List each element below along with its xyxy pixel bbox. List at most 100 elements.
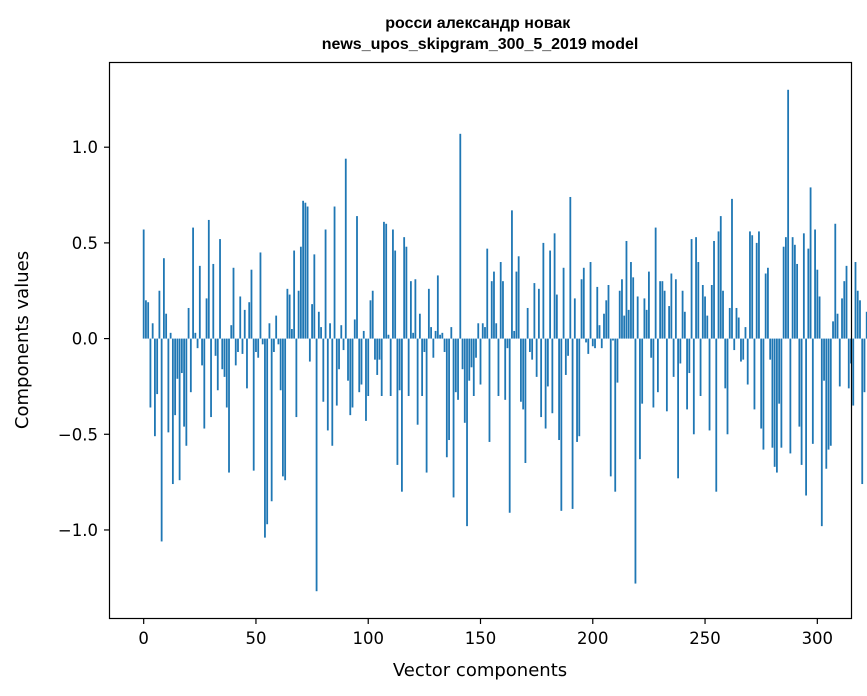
bar (520, 338, 522, 402)
bar (436, 275, 439, 339)
bar (450, 327, 453, 339)
bar (764, 273, 767, 339)
bar (448, 338, 450, 441)
y-tick-label: 0.0 (72, 330, 98, 349)
bar (234, 338, 237, 366)
bar (544, 338, 547, 429)
bar (210, 338, 212, 418)
chart-title-line-1: росси александр новак (385, 15, 571, 32)
bar (733, 338, 736, 351)
bar (513, 330, 516, 339)
bar (490, 281, 493, 339)
bar (214, 338, 217, 356)
bar (239, 296, 242, 339)
bar (663, 290, 666, 339)
bar (322, 338, 325, 402)
bar (526, 307, 529, 339)
bar (306, 206, 309, 339)
bar (708, 338, 711, 431)
bar (546, 338, 549, 387)
bar (165, 313, 168, 339)
bar (771, 338, 774, 448)
bar (636, 296, 639, 339)
x-tick-label: 250 (689, 629, 721, 648)
bar (241, 338, 244, 354)
bar (522, 338, 525, 410)
bar (371, 290, 374, 339)
bar (198, 265, 201, 339)
bar (542, 242, 545, 339)
bar (308, 338, 311, 362)
bar (282, 338, 284, 477)
bar (407, 338, 410, 396)
bar (524, 338, 527, 463)
x-tick-label: 150 (465, 629, 497, 648)
bar (347, 338, 349, 381)
bar (259, 252, 262, 339)
bar (836, 313, 839, 339)
bar (630, 262, 632, 339)
bar (324, 229, 327, 339)
bar (497, 338, 500, 396)
bar (609, 338, 612, 477)
bar (275, 315, 278, 339)
chart-title: росси александр новак news_upos_skipgram… (322, 15, 639, 53)
bar (481, 323, 484, 339)
bar (479, 338, 482, 385)
bar (230, 325, 233, 339)
bar (392, 229, 394, 339)
bar (580, 279, 583, 339)
bar (286, 288, 289, 339)
x-axis: 0 50 100 150 200 250 300 (138, 618, 833, 648)
bar (778, 338, 781, 404)
bar (782, 246, 785, 339)
bar (598, 325, 601, 339)
bar (623, 315, 626, 339)
bar (418, 313, 421, 339)
bar (573, 298, 576, 339)
bar (470, 338, 473, 368)
bar (825, 338, 828, 469)
bar (618, 290, 621, 339)
bar (807, 248, 810, 339)
bar (187, 307, 190, 339)
bar (423, 338, 426, 352)
bar (488, 338, 491, 442)
bar (499, 262, 502, 339)
bar (710, 285, 713, 339)
bar (342, 338, 345, 351)
bar (313, 254, 316, 339)
bar (398, 338, 401, 391)
bar (454, 338, 457, 393)
bar (380, 338, 383, 396)
bar (311, 304, 313, 339)
bar (394, 250, 397, 339)
bar (670, 273, 673, 339)
bar (699, 338, 702, 396)
bar (340, 325, 343, 339)
bar (758, 231, 760, 339)
bar (533, 283, 536, 339)
bar (614, 338, 617, 492)
bar (169, 332, 172, 339)
bar (719, 216, 722, 339)
bar (753, 338, 756, 410)
bar (672, 338, 675, 377)
bar (320, 327, 322, 339)
y-tick-label: 0.5 (72, 234, 98, 253)
bar (589, 262, 592, 339)
bar (659, 281, 662, 339)
bar (154, 338, 156, 437)
bar (755, 242, 758, 339)
bar (639, 338, 641, 460)
bar (293, 250, 296, 339)
bar (396, 338, 399, 465)
bar (854, 262, 857, 339)
bar (326, 338, 329, 431)
bar (335, 338, 338, 406)
bar (486, 248, 489, 339)
bar (760, 338, 763, 429)
bar (746, 338, 749, 385)
bar (147, 302, 150, 339)
bar (661, 281, 664, 339)
